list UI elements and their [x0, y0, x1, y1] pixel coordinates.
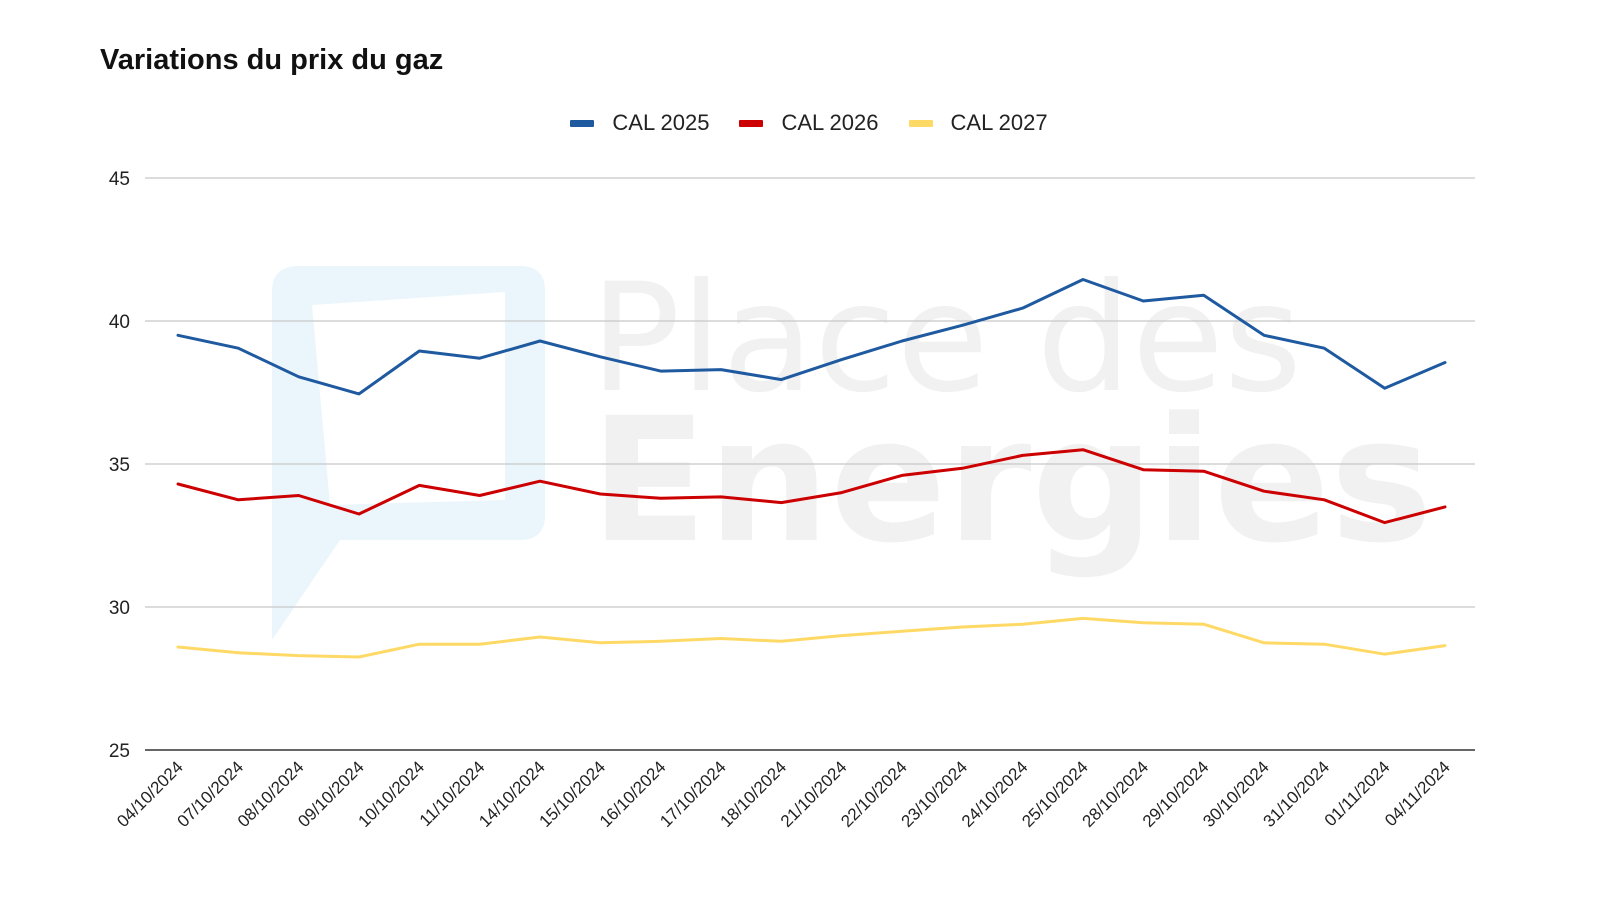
legend-swatch: [739, 119, 764, 127]
y-tick-label: 35: [109, 455, 130, 476]
y-axis-ticks: 25 30 35 40 45: [109, 169, 130, 762]
y-tick-label: 45: [109, 169, 130, 190]
legend-label: CAL 2025: [612, 110, 710, 135]
y-tick-label: 30: [109, 598, 130, 619]
legend-swatch: [570, 119, 595, 127]
legend-label: CAL 2027: [950, 110, 1048, 135]
x-tick-label: 10/10/2024: [355, 757, 429, 831]
legend-item-cal-2026[interactable]: CAL 2026: [739, 110, 879, 136]
series-line-cal-2026[interactable]: [176, 448, 1447, 525]
watermark-line2: Energies: [590, 380, 1433, 581]
grid: [145, 177, 1475, 751]
x-axis-ticks: 04/10/202407/10/202408/10/202409/10/2024…: [113, 757, 1454, 831]
legend-item-cal-2027[interactable]: CAL 2027: [908, 110, 1048, 136]
x-tick-label: 31/10/2024: [1260, 757, 1334, 831]
watermark: Place des Energies: [272, 252, 1433, 640]
y-tick-label: 40: [109, 312, 130, 333]
legend-item-cal-2025[interactable]: CAL 2025: [570, 110, 709, 136]
y-tick-label: 25: [109, 741, 130, 762]
legend: CAL 2025 CAL 2026 CAL 2027: [0, 110, 1600, 136]
series-lines: [176, 278, 1447, 659]
watermark-line1: Place des: [590, 252, 1302, 426]
legend-label: CAL 2026: [781, 110, 879, 135]
legend-swatch: [908, 119, 933, 127]
watermark-logo-icon: [272, 266, 545, 640]
x-tick-label: 04/11/2024: [1381, 757, 1454, 830]
series-line-cal-2027[interactable]: [176, 616, 1447, 659]
series-line-cal-2025[interactable]: [176, 278, 1447, 396]
chart-title: Variations du prix du gaz: [100, 44, 444, 76]
